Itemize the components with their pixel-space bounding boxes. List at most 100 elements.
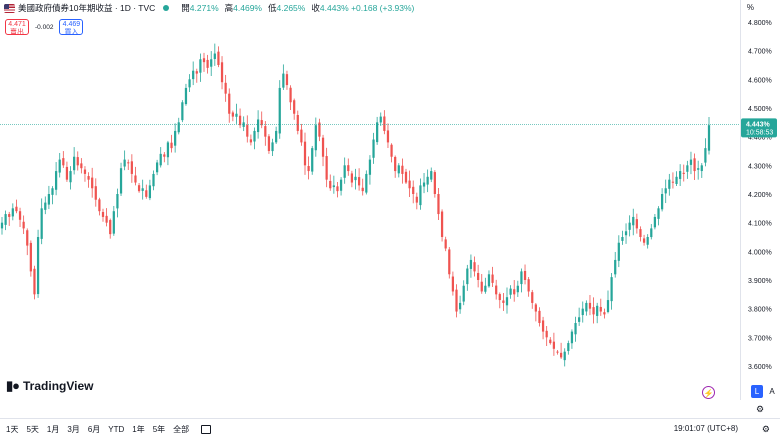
- candle-body: [18, 211, 22, 220]
- candle-body: [614, 259, 617, 275]
- range-3m[interactable]: 3月: [67, 425, 80, 434]
- range-6m[interactable]: 6月: [87, 425, 101, 434]
- candle-body: [592, 307, 595, 315]
- candle-body: [307, 166, 310, 172]
- candle-body: [152, 173, 155, 187]
- sell-button[interactable]: 4.471 賣出: [5, 19, 29, 36]
- candle-body: [426, 176, 429, 185]
- candle-body: [184, 87, 188, 105]
- symbol-title[interactable]: 美國政府債券10年期收益 · 1D · TVC: [18, 3, 156, 13]
- log-scale-button[interactable]: L: [751, 385, 763, 398]
- candle-body: [137, 185, 141, 192]
- candle-body: [246, 125, 249, 137]
- candle-body: [210, 59, 213, 67]
- range-all[interactable]: 全部: [173, 425, 190, 434]
- candle-body: [22, 221, 25, 229]
- price-axis[interactable]: [740, 0, 780, 400]
- candle-body: [256, 119, 260, 133]
- candle-body: [430, 171, 433, 180]
- candle-body: [606, 300, 610, 312]
- brand-name: TradingView: [23, 379, 94, 393]
- candle-body: [632, 216, 635, 226]
- candle-body: [289, 87, 292, 103]
- candle-body: [588, 302, 592, 309]
- candle-body: [119, 168, 123, 194]
- spread-value: -0.002: [35, 23, 54, 31]
- candle-body: [686, 165, 689, 172]
- candle-body: [693, 158, 696, 172]
- candle-body: [361, 187, 364, 192]
- y-tick-label: 4.300%: [748, 163, 772, 170]
- candle-body: [62, 158, 65, 166]
- candle-body: [260, 120, 263, 126]
- candle-body: [707, 125, 711, 151]
- candle-body: [664, 188, 667, 194]
- range-1d[interactable]: 1天: [6, 425, 19, 434]
- candle-body: [343, 165, 346, 178]
- ohlc-low: 低4.265%: [268, 3, 306, 13]
- candle-body: [473, 262, 476, 272]
- candle-body: [275, 130, 278, 143]
- candle-body: [386, 130, 390, 143]
- candle-body: [689, 159, 693, 165]
- candle-body: [383, 116, 386, 131]
- y-tick-label: 4.800%: [748, 20, 772, 27]
- candle-body: [188, 79, 191, 88]
- candle-body: [520, 271, 523, 285]
- y-tick-label: 4.500%: [748, 106, 772, 113]
- candle-body: [109, 220, 112, 235]
- candle-body: [422, 182, 426, 187]
- candle-body: [253, 130, 256, 142]
- candle-body: [491, 274, 494, 283]
- candle-body: [166, 142, 170, 158]
- candle-body: [682, 172, 685, 174]
- candle-body: [347, 165, 350, 172]
- calendar-icon[interactable]: [201, 425, 212, 434]
- candle-body: [610, 277, 613, 302]
- candle-body: [116, 194, 119, 209]
- gear-icon[interactable]: ⚙: [761, 424, 770, 434]
- candle-body: [376, 122, 379, 143]
- candle-body: [578, 317, 581, 322]
- candle-body: [249, 139, 253, 143]
- candle-body: [311, 148, 314, 172]
- price-chart[interactable]: 4.800% 4.700% 4.600% 4.500% 4.400% 4.300% 4.20…: [0, 0, 780, 400]
- candle-body: [69, 171, 72, 183]
- candle-body: [502, 300, 505, 303]
- candle-body: [509, 288, 512, 295]
- candle-body: [567, 343, 570, 352]
- sell-label: 賣出: [10, 29, 24, 36]
- clock-display[interactable]: 19:01:07 (UTC+8): [673, 424, 738, 433]
- range-5y[interactable]: 5年: [152, 425, 166, 434]
- candle-body: [451, 276, 455, 292]
- candle-body: [224, 82, 227, 94]
- settings-icon[interactable]: ⚙: [756, 404, 765, 414]
- candle-body: [83, 169, 87, 174]
- candle-body: [487, 274, 491, 287]
- y-tick-label: 4.700%: [748, 49, 772, 56]
- candle-body: [80, 163, 83, 169]
- candle-body: [354, 176, 357, 181]
- axis-unit-label: %: [746, 3, 754, 12]
- candle-body: [321, 137, 325, 157]
- range-ytd[interactable]: YTD: [108, 425, 125, 434]
- buy-button[interactable]: 4.469 買入: [59, 19, 84, 36]
- candle-body: [505, 297, 509, 306]
- lightning-icon[interactable]: ⚡: [702, 386, 715, 399]
- y-tick-label: 3.600%: [748, 364, 772, 371]
- candle-body: [339, 179, 343, 191]
- candle-body: [127, 162, 130, 164]
- auto-scale-button[interactable]: A: [769, 387, 775, 396]
- y-tick-label: 4.400%: [748, 135, 772, 142]
- candle-body: [635, 219, 638, 229]
- range-5d[interactable]: 5天: [26, 425, 39, 434]
- candle-body: [660, 194, 664, 210]
- range-1y[interactable]: 1年: [132, 425, 145, 434]
- candle-body: [112, 211, 115, 234]
- last-price-value: 4.443%: [746, 121, 771, 128]
- ohlc-high: 高4.469%: [224, 3, 262, 13]
- range-1m[interactable]: 1月: [46, 425, 60, 434]
- candle-body: [596, 305, 599, 316]
- candle-body: [477, 272, 480, 280]
- tradingview-logo[interactable]: ▮● TradingView: [6, 378, 93, 394]
